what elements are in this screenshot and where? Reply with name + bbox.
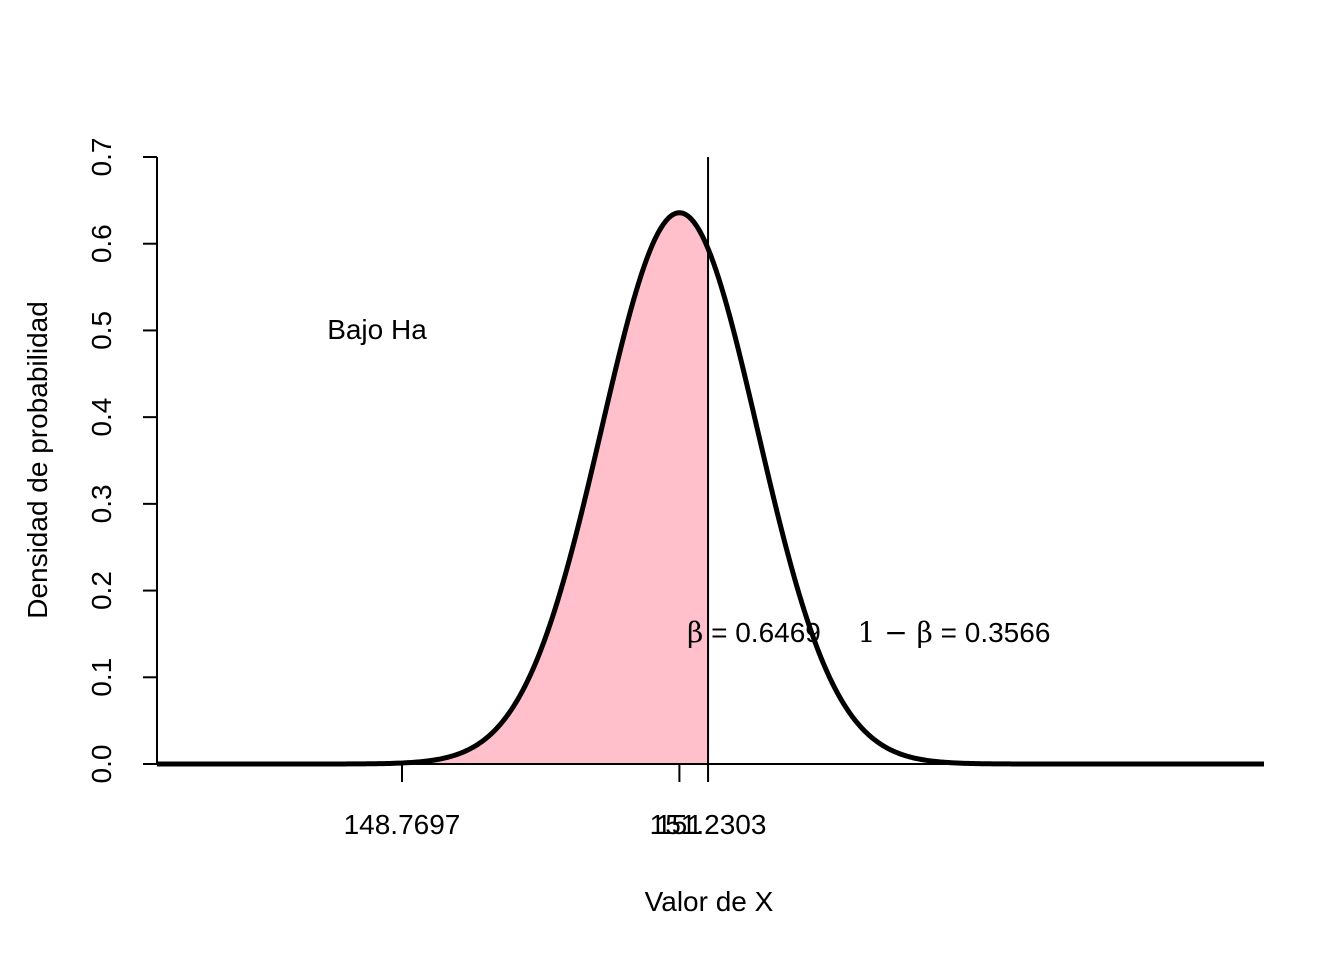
power-prefix: 1 − β bbox=[858, 616, 933, 649]
y-axis: 0.0 0.1 0.2 0.3 0.4 0.5 0.6 0.7 bbox=[86, 138, 158, 784]
power-value: = 0.3566 bbox=[941, 617, 1051, 648]
beta-shaded-area bbox=[157, 212, 709, 764]
y-tick-label: 0.2 bbox=[86, 571, 117, 610]
x-tick-label: 151.2303 bbox=[650, 809, 767, 840]
beta-value: = 0.6469 bbox=[711, 617, 821, 648]
density-curve bbox=[157, 210, 1264, 767]
beta-annotation: β = 0.6469 bbox=[687, 616, 821, 649]
y-tick-label: 0.0 bbox=[86, 745, 117, 784]
y-tick-label: 0.3 bbox=[86, 484, 117, 523]
x-axis-title: Valor de X bbox=[645, 886, 774, 917]
y-tick-label: 0.4 bbox=[86, 398, 117, 437]
power-annotation: 1 − β = 0.3566 bbox=[858, 616, 1051, 649]
x-tick-label: 148.7697 bbox=[344, 809, 461, 840]
y-tick-label: 0.5 bbox=[86, 311, 117, 350]
y-tick-label: 0.7 bbox=[86, 138, 117, 177]
beta-symbol: β bbox=[687, 616, 703, 649]
x-tick-label: 151 bbox=[656, 809, 703, 840]
svg-text:1 − β = 0.3566: 1 − β = 0.3566 bbox=[858, 616, 1051, 649]
svg-text:β = 0.6469: β = 0.6469 bbox=[687, 616, 821, 649]
region-label: Bajo Ha bbox=[327, 314, 427, 345]
y-axis-title: Densidad de probabilidad bbox=[22, 301, 53, 619]
y-tick-label: 0.6 bbox=[86, 224, 117, 263]
y-tick-label: 0.1 bbox=[86, 658, 117, 697]
